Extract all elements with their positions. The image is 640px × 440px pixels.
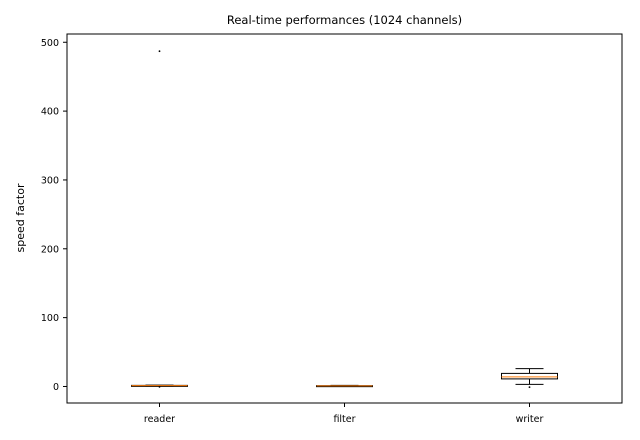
- y-tick-label: 0: [53, 382, 59, 393]
- x-tick-label: filter: [333, 414, 355, 425]
- outlier-point: [528, 386, 531, 389]
- chart-title: Real-time performances (1024 channels): [227, 13, 462, 27]
- y-tick-label: 400: [41, 107, 59, 118]
- boxes-layer: [131, 50, 558, 389]
- y-tick-label: 300: [41, 175, 59, 186]
- box-reader: [131, 50, 188, 388]
- iqr-box: [501, 372, 558, 380]
- y-tick-label: 100: [41, 313, 59, 324]
- box-writer: [501, 368, 558, 389]
- box-filter: [316, 384, 373, 388]
- y-axis: 0 100 200 300 400 500: [41, 38, 67, 393]
- y-tick-label: 200: [41, 244, 59, 255]
- y-tick-label: 500: [41, 38, 59, 49]
- x-axis: reader filter writer: [144, 403, 544, 425]
- y-axis-label: speed factor: [14, 183, 27, 252]
- plot-area-frame: [66, 33, 623, 404]
- outlier-point: [158, 50, 161, 53]
- x-tick-label: reader: [144, 414, 175, 425]
- x-tick-label: writer: [516, 414, 544, 425]
- outlier-point: [158, 385, 161, 388]
